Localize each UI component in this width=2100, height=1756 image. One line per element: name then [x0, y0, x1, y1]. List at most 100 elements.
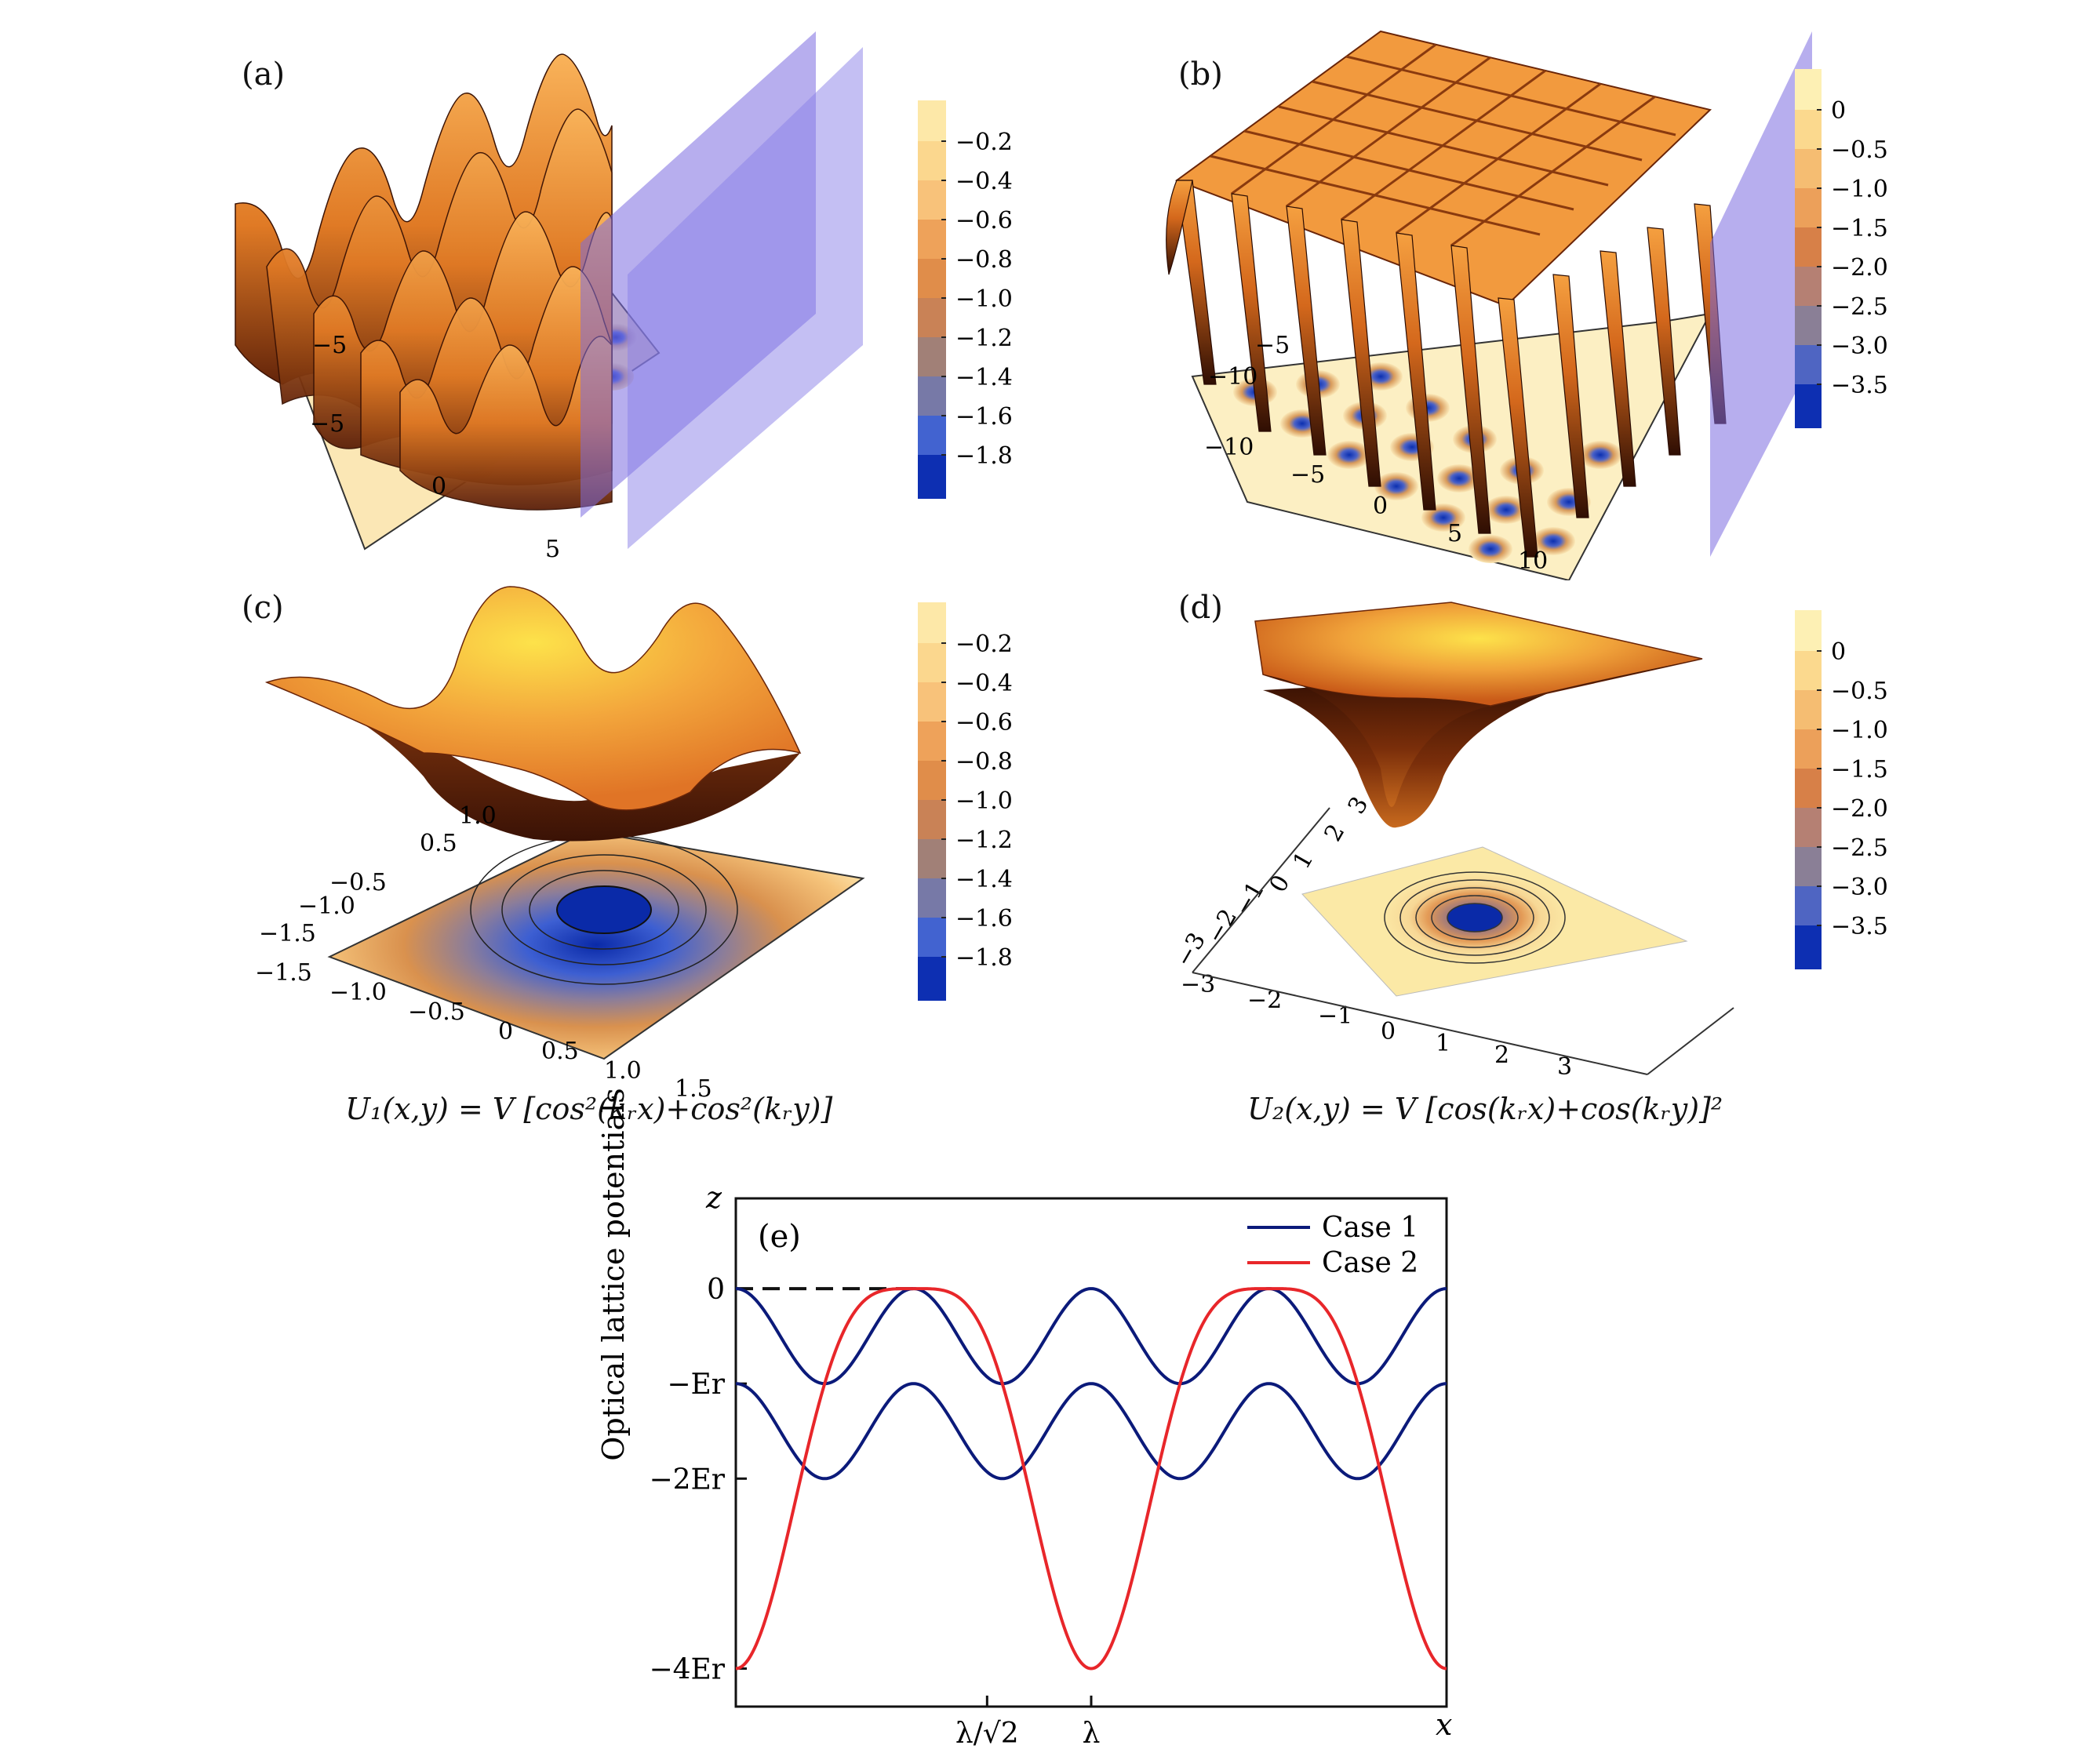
panel-d: (d)	[1161, 573, 1804, 1106]
panel-a-cbar-label-2: −0.6	[955, 207, 1013, 234]
panel-d-colorbar: 0 −0.5 −1.0 −1.5 −2.0 −2.5 −3.0 −3.5	[1795, 610, 2030, 979]
panel-d-cbar-label-6: −3.0	[1831, 874, 1888, 901]
panel-c: (c) 1.0	[220, 573, 926, 1106]
panel-a-cbar-label-0: −0.2	[955, 129, 1013, 156]
panel-d-tick-front-5: 2	[1494, 1042, 1509, 1069]
panel-b-cbar-label-1: −0.5	[1831, 136, 1888, 164]
chart-e-ytick-label: 0	[707, 1274, 725, 1306]
panel-c-tick-left-1: 0.5	[420, 830, 457, 857]
panel-c-tick-left-0: 1.0	[459, 802, 497, 830]
panel-b-cbar-label-7: −3.5	[1831, 372, 1888, 399]
panel-c-cbar-label-5: −1.2	[955, 827, 1013, 854]
panel-c-surface	[264, 586, 802, 811]
panel-d-tick-front-6: 3	[1557, 1053, 1572, 1081]
panel-c-cbar-label-2: −0.6	[955, 709, 1013, 736]
panel-b-tick-front-4: 10	[1518, 547, 1548, 575]
chart-e-panel-label: (e)	[758, 1219, 801, 1255]
panel-d-cbar-label-5: −2.5	[1831, 834, 1888, 862]
panel-d-tick-front-0: −3	[1181, 971, 1215, 998]
chart-e-x-label: x	[1436, 1707, 1452, 1742]
panel-c-tick-left-3: −1.0	[298, 893, 355, 920]
panel-d-cbar-label-4: −2.0	[1831, 795, 1888, 823]
chart-e-yticks: 0 −Er −2Er −4Er	[649, 1274, 747, 1686]
chart-e-series-case1-upper	[735, 1287, 1447, 1386]
panel-b-surface	[1166, 30, 1727, 558]
panel-b-colorbar: 0 −0.5 −1.0 −1.5 −2.0 −2.5 −3.0 −3.5	[1795, 69, 2030, 438]
panel-b-cbar-label-0: 0	[1831, 97, 1846, 125]
panel-c-cbar-label-4: −1.0	[955, 787, 1013, 815]
panel-b-cbar-label-4: −2.0	[1831, 254, 1888, 282]
panel-b-cbar-label-5: −2.5	[1831, 293, 1888, 321]
panel-d-tick-left-2: 1	[1288, 847, 1319, 874]
panel-c-tick-front-2: −0.5	[408, 998, 465, 1026]
chart-e-ytick-label: −2Er	[649, 1463, 725, 1496]
panel-d-cbar-label-3: −1.5	[1831, 756, 1888, 783]
panel-c-tick-front-4: 0.5	[541, 1038, 579, 1065]
panel-a-cbar-label-6: −1.4	[955, 364, 1013, 391]
panel-a-colorbar: −0.2 −0.4 −0.6 −0.8 −1.0 −1.2 −1.4 −1.6 …	[918, 100, 1153, 508]
chart-e-frame	[734, 1197, 1448, 1708]
panel-a-cbar-label-7: −1.6	[955, 403, 1013, 431]
panel-b-surface-plot: −5 −10 −10 −5 0 5 10	[1166, 30, 1812, 580]
panel-a-cbar-label-1: −0.4	[955, 168, 1013, 195]
chart-e-ytick-label: −4Er	[649, 1654, 725, 1686]
panel-c-cbar-label-1: −0.4	[955, 670, 1013, 697]
panel-a-plane-2	[628, 47, 863, 549]
panel-a-surface	[235, 53, 613, 511]
panel-a-tick-front-2: 5	[545, 536, 560, 563]
chart-e-xtick-label: λ	[1083, 1718, 1101, 1750]
panel-c-cbar-label-7: −1.6	[955, 905, 1013, 933]
panel-d-tick-left-1: 2	[1319, 820, 1351, 846]
panel-d-cbar-label-0: 0	[1831, 638, 1846, 666]
panel-b-cbar-label-3: −1.5	[1831, 215, 1888, 242]
panel-c-formula: U₁(x,y) = V [cos²(kᵣx)+cos²(kᵣy)]	[345, 1092, 833, 1126]
panel-a-cbar-label-8: −1.8	[955, 442, 1013, 470]
panel-c-cbar-label-8: −1.8	[955, 944, 1013, 972]
panel-a-cbar-label-4: −1.0	[955, 285, 1013, 313]
chart-e-legend-label-case1: Case 1	[1322, 1212, 1418, 1244]
panel-c-tick-front-5: 1.0	[604, 1057, 642, 1085]
panel-b-cbar-label-2: −1.0	[1831, 176, 1888, 203]
panel-b-tick-left-0: −5	[1255, 332, 1290, 359]
chart-e-legend-label-case2: Case 2	[1322, 1247, 1418, 1279]
chart-e-z-label: z	[705, 1180, 722, 1215]
panel-a: (a)	[220, 16, 863, 580]
chart-e-series-case1-lower	[735, 1382, 1447, 1481]
panel-c-label: (c)	[242, 590, 284, 626]
panel-a-label: (a)	[242, 56, 286, 93]
panel-c-tick-front-3: 0	[498, 1018, 513, 1045]
panel-d-tick-left-3: 0	[1265, 871, 1296, 897]
chart-e-xtick-label: λ/√2	[955, 1718, 1019, 1750]
panel-c-surface-plot: 1.0 0.5 −0.5 −1.0 −1.5 −1.5 −1.0 −0.5 0 …	[255, 586, 865, 1103]
panel-b-cbar-label-6: −3.0	[1831, 333, 1888, 360]
panel-a-cbar-label-5: −1.2	[955, 325, 1013, 352]
panel-c-cbar-label-0: −0.2	[955, 631, 1013, 658]
panel-d-tick-front-4: 1	[1436, 1030, 1450, 1057]
panel-c-tick-front-0: −1.5	[255, 959, 312, 987]
panel-d-tick-front-3: 0	[1381, 1018, 1396, 1045]
panel-d-tick-front-2: −1	[1318, 1002, 1352, 1030]
panel-c-cbar-label-6: −1.4	[955, 866, 1013, 893]
panel-b-label: (b)	[1178, 56, 1223, 93]
chart-e-ytick-label: −Er	[667, 1369, 725, 1401]
panel-a-cbar-label-3: −0.8	[955, 246, 1013, 274]
panel-b-plane	[1710, 31, 1812, 557]
panel-b-tick-front-0: −10	[1204, 434, 1254, 461]
panel-d-cbar-label-2: −1.0	[1831, 717, 1888, 744]
chart-e-xticks: λ/√2 λ	[955, 1696, 1100, 1750]
panel-d-cbar-label-7: −3.5	[1831, 913, 1888, 940]
panel-b-tick-left-1: −10	[1208, 363, 1257, 391]
panel-c-tick-front-1: −1.0	[329, 979, 387, 1006]
chart-e-legend: Case 1 Case 2	[1247, 1212, 1418, 1279]
panel-d-cbar-label-1: −0.5	[1831, 678, 1888, 705]
panel-b-tick-front-2: 0	[1373, 493, 1388, 520]
chart-e-ylabel: Optical lattice potentials	[596, 1088, 631, 1461]
panel-c-well-core	[556, 885, 652, 934]
panel-a-tick-front-0: −5	[310, 410, 344, 438]
panel-c-tick-front-6: 1.5	[675, 1075, 712, 1103]
panel-a-tick-front-1: 0	[431, 473, 446, 500]
chart-e-series-case2	[735, 1287, 1447, 1671]
panel-c-tick-left-2: −0.5	[329, 869, 387, 896]
panel-d-formula: U₂(x,y) = V [cos(kᵣx)+cos(kᵣy)]²	[1247, 1092, 1723, 1126]
panel-a-tick-left: −5	[312, 332, 347, 359]
